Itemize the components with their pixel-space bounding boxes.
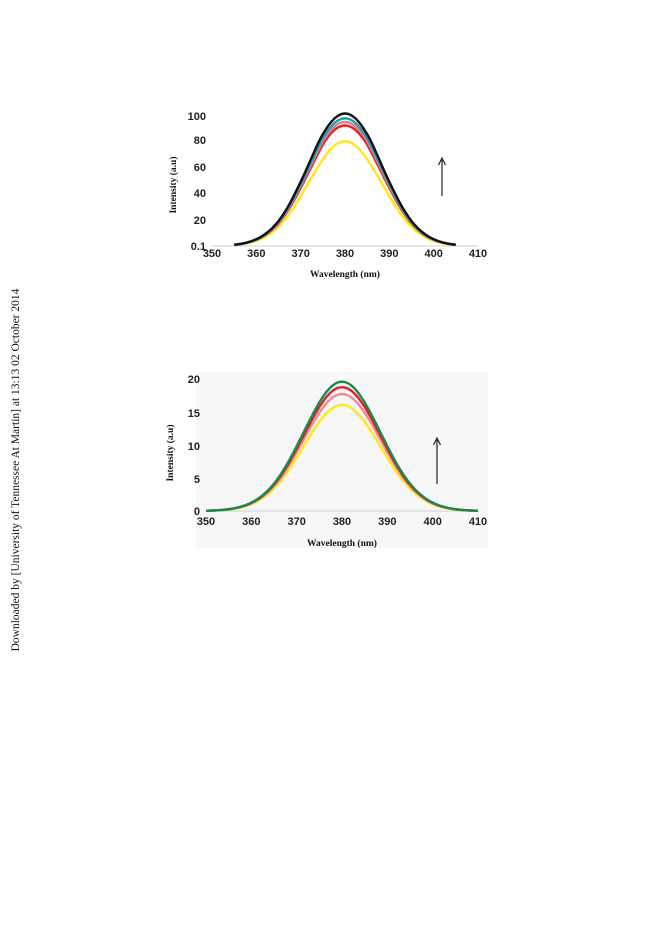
series-line-2 <box>206 392 478 512</box>
y-tick-label: 60 <box>194 162 206 174</box>
y-tick-label: 40 <box>194 188 206 200</box>
y-axis-label: Intensity (a.u) <box>165 424 176 481</box>
x-tick-label: 370 <box>291 248 309 260</box>
x-tick-label: 360 <box>242 516 260 528</box>
y-tick-label: 100 <box>188 111 206 123</box>
x-tick-label: 370 <box>287 516 305 528</box>
y-tick-label: 15 <box>188 408 200 420</box>
x-tick-label: 410 <box>469 516 487 528</box>
series-line-4 <box>206 380 478 512</box>
series-line-1 <box>205 403 479 512</box>
x-tick-label: 380 <box>336 248 354 260</box>
x-tick-label: 350 <box>203 248 221 260</box>
x-tick-label: 390 <box>378 516 396 528</box>
series-line-1 <box>234 140 456 247</box>
y-axis-label: Intensity (a.u) <box>168 156 179 213</box>
series-line-4 <box>234 117 456 246</box>
x-tick-label: 410 <box>469 248 487 260</box>
download-note: Downloaded by [University of Tennessee A… <box>10 288 22 652</box>
series-line-3 <box>234 120 456 246</box>
chart-2-background <box>196 372 488 548</box>
x-tick-label: 400 <box>423 516 441 528</box>
x-tick-label: 400 <box>424 248 442 260</box>
y-tick-label: 5 <box>194 474 200 486</box>
x-axis-label: Wavelength (nm) <box>307 538 377 549</box>
x-tick-label: 380 <box>333 516 351 528</box>
download-sidebar: Downloaded by [University of Tennessee A… <box>0 0 24 936</box>
series-line-3 <box>206 386 478 512</box>
y-tick-label: 10 <box>188 441 200 453</box>
x-axis-label: Wavelength (nm) <box>310 269 380 280</box>
x-tick-label: 350 <box>197 516 215 528</box>
arrow-annotation-head <box>437 156 447 166</box>
series-line-5 <box>234 112 456 246</box>
x-tick-label: 390 <box>380 248 398 260</box>
y-tick-label: 0.1 <box>191 241 206 253</box>
y-tick-label: 0 <box>194 506 200 518</box>
y-tick-label: 20 <box>194 215 206 227</box>
series-line-2 <box>234 124 456 246</box>
arrow-annotation-head <box>432 436 442 446</box>
y-tick-label: 80 <box>194 135 206 147</box>
y-tick-label: 20 <box>188 374 200 386</box>
x-tick-label: 360 <box>247 248 265 260</box>
